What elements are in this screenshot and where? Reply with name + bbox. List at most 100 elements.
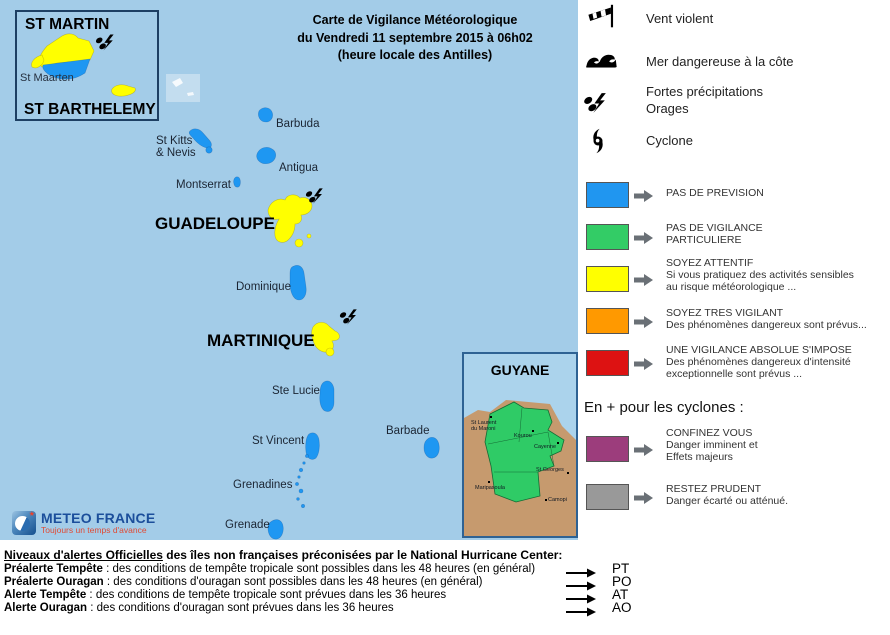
island-nevis [205,146,213,154]
level-arrow-icon [634,315,654,333]
island-label-barbuda: Barbuda [276,118,320,130]
alert-level-name: Préalerte Ouragan [4,576,104,588]
guyane-place-dot [532,430,534,432]
rain-storm-icon [339,309,360,330]
footer-alert-row: Préalerte Tempête : des conditions de te… [4,563,535,575]
alert-level-name: Alerte Tempête [4,589,87,601]
footer-alert-row: Préalerte Ouragan : des conditions d'our… [4,576,482,588]
level-text-soyez-tres-vigilant: SOYEZ TRES VIGILANT Des phénomènes danger… [666,307,867,331]
island-petite-terre [306,233,312,239]
meteo-france-logo: METEO FRANCE Toujours un temps d'avance [12,510,156,535]
legend-panel: Vent violent Mer dangereuse à la côte Fo… [578,0,890,540]
st-martin-locator-ghost [166,74,200,102]
logo-brand-text: METEO FRANCE [41,510,156,526]
guyane-place-dot [488,481,490,483]
level-swatch-vigilance-absolue [586,350,629,376]
level-arrow-icon [634,491,654,509]
island-label-st-kitts: St Kitts & Nevis [156,135,196,159]
hazard-storm-label: Orages [646,101,689,116]
inset-guyane-title: GUYANE [490,362,550,378]
island-martinique [311,322,340,353]
island-dominique [289,265,307,301]
level-arrow-icon [634,443,654,461]
inset-st-barthelemy-title: ST BARTHELEMY [24,101,156,118]
right-arrow-icon [566,591,596,609]
wave-icon [585,51,618,75]
footer-heading: Niveaux d'alertes Officielles des îles n… [4,548,562,562]
cyclones-extra-header: En + pour les cyclones : [584,399,744,416]
right-arrow-icon [566,578,596,596]
guyane-place-label: Camopi [548,497,567,503]
level-text-confinez-vous: CONFINEZ VOUS Danger imminent et Effets ma… [666,427,758,463]
guyane-place-dot [490,416,492,418]
alert-level-desc: : des conditions d'ouragan sont possible… [103,576,483,588]
footer-alert-row: Alerte Tempête : des conditions de tempê… [4,589,446,601]
level-arrow-icon [634,273,654,291]
guyane-place-label: Maripasoula [475,485,505,491]
alert-code: PT [612,561,630,576]
st-maarten-label: St Maarten [20,72,74,84]
hazard-sea-label: Mer dangereuse à la côte [646,54,794,69]
level-text-pas-de-prevision: PAS DE PREVISION [666,187,764,199]
island-label-martinique: MARTINIQUE [207,331,315,350]
map-title-line1: Carte de Vigilance Météorologique [312,13,518,27]
guyane-place-dot [567,472,569,474]
inset-st-martin-title: ST MARTIN [25,16,110,33]
alert-level-name: Préalerte Tempête [4,563,103,575]
islands-layer [188,107,440,540]
island-ste-lucie [319,380,335,412]
alert-code: PO [612,574,632,589]
meteo-france-logo-icon [12,510,36,535]
island-label-barbade: Barbade [386,425,430,437]
alert-level-desc: : des conditions de tempête tropicale so… [86,589,447,601]
windsock-icon [582,3,620,35]
guyane-place-dot [545,499,547,501]
level-swatch-pas-de-vigilance [586,224,629,250]
logo-tagline: Toujours un temps d'avance [41,525,147,535]
map-title: Carte de Vigilance Météorologique du Ven… [250,12,580,65]
rain-storm-icon [305,188,326,209]
st-barthelemy-island [111,84,136,97]
level-text-pas-de-vigilance: PAS DE VIGILANCE PARTICULIERE [666,222,763,246]
guyane-place-label: Kourou [514,433,532,439]
level-swatch-restez-prudent [586,484,629,510]
alert-code: AO [612,600,632,615]
level-swatch-soyez-tres-vigilant [586,308,629,334]
island-label-grenadines: Grenadines [233,479,293,491]
island-barbuda [258,107,273,123]
guyane-place-label: St Georges [536,467,564,473]
map-title-line3: (heure locale des Antilles) [337,48,493,62]
st-martin-island [31,33,136,97]
alert-level-name: Alerte Ouragan [4,602,88,614]
island-barbade [423,437,440,459]
guyane-place-label: Cayenne [534,444,557,450]
hazard-rain-label: Fortes précipitations [646,84,764,99]
cyclone-icon [589,125,607,162]
level-swatch-soyez-attentif [586,266,629,292]
hazard-wind-label: Vent violent [646,11,714,26]
island-marie-galante [294,238,304,248]
island-label-antigua: Antigua [279,162,319,174]
inset-guyane: GUYANE St Laurent du Maroni Kourou Cayenne S… [462,352,578,538]
island-label-montserrat: Montserrat [176,179,231,191]
level-text-soyez-attentif: SOYEZ ATTENTIF Si vous pratiquez des acti… [666,257,854,293]
islands-grenadines [295,454,309,508]
rain-storm-icon [583,93,610,118]
level-swatch-pas-de-prevision [586,182,629,208]
level-swatch-confinez-vous [586,436,629,462]
island-antigua [256,147,277,165]
rain-storm-icon [95,34,117,56]
hazard-cyclone-label: Cyclone [646,133,693,148]
map-title-line2: du Vendredi 11 septembre 2015 à 06h02 [297,30,533,45]
guyane-place-label: St Laurent du Maroni [471,420,497,432]
right-arrow-icon [566,565,596,583]
level-arrow-icon [634,357,654,375]
footer-heading-underlined: Niveaux d'alertes Officielles [4,548,163,562]
level-arrow-icon [634,231,654,249]
guyane-place-dot [557,442,559,444]
island-label-st-vincent: St Vincent [252,435,305,447]
island-label-dominique: Dominique [236,281,291,293]
alert-level-desc: : des conditions d'ouragan sont prévues … [87,602,394,614]
footer-heading-rest: des îles non françaises préconisées par … [162,548,563,562]
